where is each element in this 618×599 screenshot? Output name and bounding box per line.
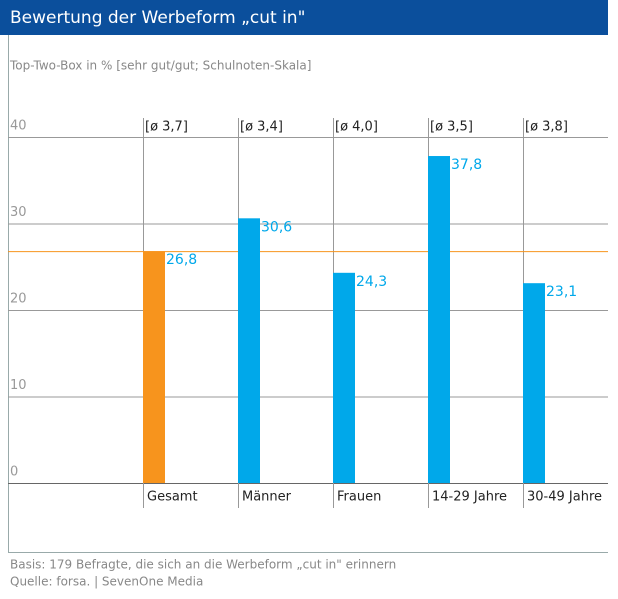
subtitle: Top-Two-Box in % [sehr gut/gut; Schulnot… (9, 59, 311, 73)
y-tick-label: 10 (10, 378, 27, 393)
value-label: 30,6 (261, 219, 292, 235)
x-tick-label: Frauen (337, 490, 381, 505)
value-label: 26,8 (166, 252, 197, 268)
annotation: [ø 3,4] (240, 120, 283, 135)
y-tick-label: 30 (10, 205, 27, 220)
bar (523, 283, 545, 483)
annotation: [ø 4,0] (335, 120, 378, 135)
y-tick-label: 0 (10, 465, 18, 480)
x-tick-label: 14-29 Jahre (432, 490, 507, 505)
footnote: Basis: 179 Befragte, die sich an die Wer… (10, 558, 396, 572)
bar (428, 156, 450, 483)
y-tick-label: 20 (10, 292, 27, 307)
bar (333, 272, 355, 483)
annotation: [ø 3,8] (525, 120, 568, 135)
value-label: 24,3 (356, 274, 387, 290)
value-label: 23,1 (546, 284, 577, 300)
bar (143, 251, 165, 483)
title-bar (0, 0, 608, 35)
y-tick-label: 40 (10, 119, 27, 134)
footnote: Quelle: forsa. | SevenOne Media (10, 575, 203, 589)
annotation: [ø 3,5] (430, 120, 473, 135)
x-tick-label: Männer (242, 490, 292, 505)
value-label: 37,8 (451, 157, 482, 173)
x-tick-label: Gesamt (147, 490, 198, 505)
chart-title: Bewertung der Werbeform „cut in" (10, 8, 305, 28)
bar (238, 218, 260, 483)
annotation: [ø 3,7] (145, 120, 188, 135)
x-tick-label: 30-49 Jahre (527, 490, 602, 505)
